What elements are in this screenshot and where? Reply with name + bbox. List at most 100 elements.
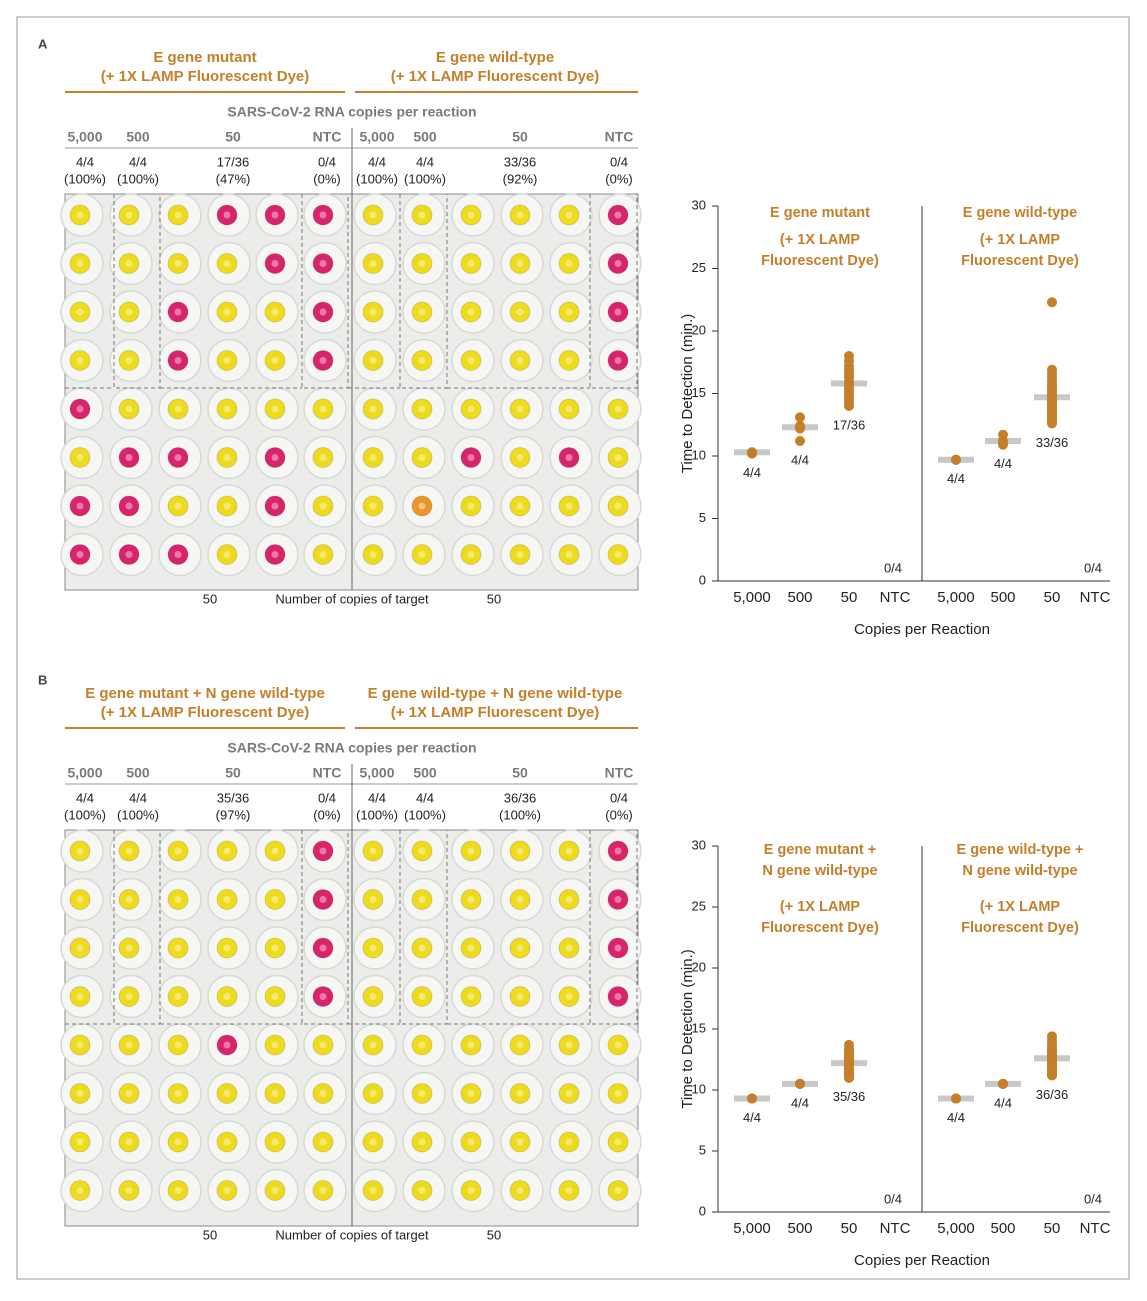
well-liquid <box>264 301 286 323</box>
group-title: E gene mutant + N gene wild-type <box>85 685 325 702</box>
well-highlight <box>418 502 426 510</box>
well-highlight <box>614 405 622 413</box>
well-liquid <box>69 889 91 910</box>
well-highlight <box>125 993 133 1000</box>
well-highlight <box>125 944 133 952</box>
well-liquid <box>264 447 286 468</box>
y-tick-label: 5 <box>699 510 706 525</box>
result-count: 4/4 <box>368 154 386 169</box>
well-liquid <box>264 937 286 959</box>
well-highlight <box>76 993 84 1000</box>
well-highlight <box>565 1090 573 1097</box>
well-highlight <box>516 1090 524 1097</box>
plate-footnote: 50 <box>487 591 501 606</box>
well-highlight <box>319 551 327 558</box>
well-highlight <box>223 1041 231 1049</box>
result-percent: (0%) <box>313 171 340 186</box>
well-highlight <box>76 1187 84 1194</box>
count-label: 0/4 <box>1084 1191 1102 1206</box>
well-highlight <box>467 551 475 558</box>
panel-letter: A <box>38 36 48 51</box>
group-title: Fluorescent Dye) <box>961 920 1079 936</box>
well-highlight <box>174 1041 182 1049</box>
result-count: 0/4 <box>318 154 336 169</box>
result-percent: (100%) <box>64 171 106 186</box>
well-liquid <box>460 253 482 274</box>
well-liquid <box>509 840 531 862</box>
well-highlight <box>565 502 573 510</box>
well-liquid <box>362 1083 384 1104</box>
well-highlight <box>418 1041 426 1049</box>
result-count: 17/36 <box>217 154 250 169</box>
x-axis-label: Copies per Reaction <box>854 1252 990 1269</box>
well-highlight <box>369 454 377 461</box>
x-tick-label: 500 <box>787 589 812 606</box>
well-liquid <box>607 840 629 862</box>
well-highlight <box>418 308 426 316</box>
well-highlight <box>76 308 84 316</box>
result-count: 33/36 <box>504 154 537 169</box>
result-percent: (100%) <box>404 807 446 822</box>
well-liquid <box>312 204 334 226</box>
well-highlight <box>125 454 133 461</box>
result-count: 4/4 <box>416 790 434 805</box>
well-liquid <box>312 840 334 862</box>
well-highlight <box>467 308 475 316</box>
well-liquid <box>558 301 580 323</box>
well-highlight <box>125 847 133 855</box>
column-label: 5,000 <box>67 129 102 145</box>
dashed-box <box>113 830 161 1025</box>
well-liquid <box>167 1131 189 1153</box>
plate-axis-title: SARS-CoV-2 RNA copies per reaction <box>227 104 476 120</box>
x-axis-label: Copies per Reaction <box>854 621 990 638</box>
y-tick-label: 0 <box>699 572 706 587</box>
data-point <box>795 436 805 446</box>
well-liquid <box>460 840 482 862</box>
well-highlight <box>516 502 524 510</box>
well-highlight <box>174 847 182 855</box>
well-highlight <box>223 551 231 558</box>
well-highlight <box>467 896 475 903</box>
well-liquid <box>118 986 140 1007</box>
well-liquid <box>460 495 482 517</box>
well-liquid <box>216 937 238 959</box>
well-highlight <box>319 357 327 364</box>
well-liquid <box>216 544 238 565</box>
well-liquid <box>460 544 482 565</box>
well-highlight <box>614 847 622 855</box>
group-title: E gene wild-type + <box>957 842 1084 858</box>
x-tick-label: NTC <box>880 1220 911 1237</box>
figure-frame <box>16 16 1130 1280</box>
well-liquid <box>558 1131 580 1153</box>
well-highlight <box>565 260 573 267</box>
well-liquid <box>264 986 286 1007</box>
result-percent: (100%) <box>117 171 159 186</box>
well-highlight <box>516 1138 524 1146</box>
dashed-box <box>113 194 161 389</box>
well-liquid <box>167 204 189 226</box>
data-point <box>1047 418 1057 429</box>
well-highlight <box>467 1187 475 1194</box>
well-liquid <box>264 495 286 517</box>
well-highlight <box>369 1090 377 1097</box>
result-percent: (100%) <box>404 171 446 186</box>
well-highlight <box>174 405 182 413</box>
column-label: NTC <box>605 129 634 145</box>
well-liquid <box>362 204 384 226</box>
well-highlight <box>614 1138 622 1146</box>
well-liquid <box>607 253 629 274</box>
well-highlight <box>76 454 84 461</box>
well-liquid <box>509 253 531 274</box>
well-highlight <box>319 1138 327 1146</box>
well-liquid <box>118 889 140 910</box>
well-liquid <box>69 840 91 862</box>
column-label: 50 <box>225 765 241 781</box>
well-liquid <box>607 350 629 371</box>
well-liquid <box>216 398 238 420</box>
plate-footnote: Number of copies of target <box>275 1227 429 1242</box>
well-liquid <box>362 986 384 1007</box>
count-label: 4/4 <box>994 1095 1012 1110</box>
well-highlight <box>369 896 377 903</box>
well-liquid <box>607 1131 629 1153</box>
well-liquid <box>411 398 433 420</box>
